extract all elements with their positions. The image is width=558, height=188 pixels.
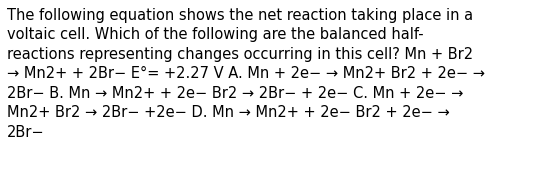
Text: The following equation shows the net reaction taking place in a
voltaic cell. Wh: The following equation shows the net rea… — [7, 8, 485, 140]
